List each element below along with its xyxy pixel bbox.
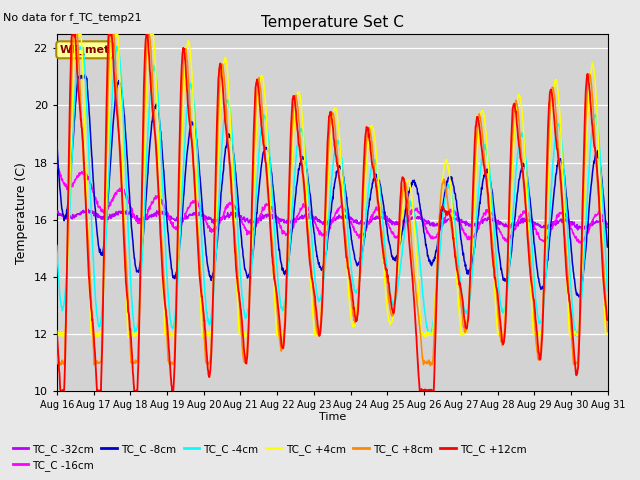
Title: Temperature Set C: Temperature Set C (261, 15, 404, 30)
Y-axis label: Temperature (C): Temperature (C) (15, 162, 28, 264)
Legend: TC_C -32cm, TC_C -16cm, TC_C -8cm, TC_C -4cm, TC_C +4cm, TC_C +8cm, TC_C +12cm: TC_C -32cm, TC_C -16cm, TC_C -8cm, TC_C … (8, 439, 531, 475)
X-axis label: Time: Time (319, 412, 346, 422)
Text: No data for f_TC_temp21: No data for f_TC_temp21 (3, 12, 142, 23)
Text: WP_met: WP_met (60, 45, 110, 55)
